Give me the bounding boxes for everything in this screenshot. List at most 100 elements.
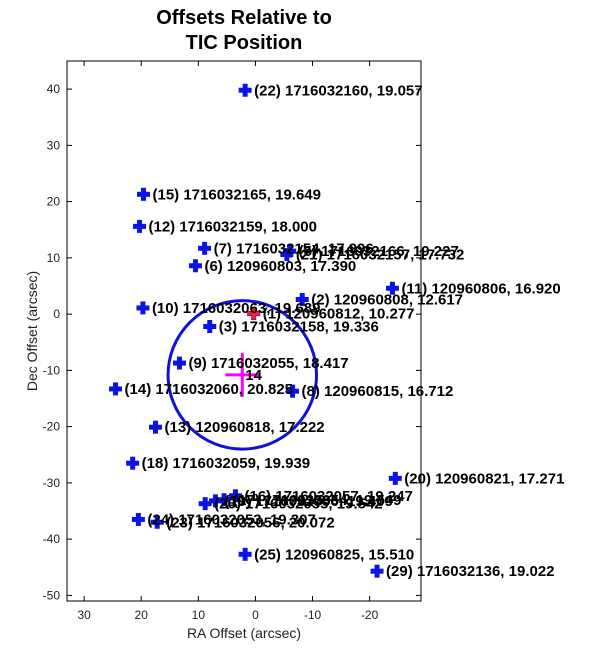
data-point-v (221, 493, 227, 507)
data-point-v (137, 219, 143, 233)
data-point-label: (20) 120960821, 17.271 (404, 470, 564, 487)
data-point-label: (8) 120960815, 16.712 (302, 383, 454, 400)
uncertainty-circle (166, 299, 319, 451)
data-point-label: (16) 1716032057, 19.247 (244, 488, 412, 505)
data-point (295, 293, 309, 306)
data-point-label: (3) 1716032158, 19.336 (219, 319, 379, 336)
data-point-v (154, 515, 160, 529)
data-point (385, 281, 399, 295)
data-point-v (389, 281, 395, 295)
data-point-label: (22) 1716032160, 19.057 (254, 82, 422, 99)
data-point (137, 187, 151, 201)
data-point-label: (6) 120960803, 17.390 (204, 258, 356, 275)
data-point-v (392, 471, 398, 485)
data-point-label: (21) 1716032157, 17.732 (296, 247, 464, 264)
data-point (228, 489, 242, 503)
data-point (109, 382, 123, 396)
data-point-label: (13) 120960818, 17.222 (165, 419, 325, 436)
data-point (203, 320, 217, 333)
data-point (172, 356, 186, 370)
data-point-label: (9) 1716032055, 18.417 (188, 355, 348, 372)
data-point-v (176, 356, 182, 370)
data-point-label: (5) 1716032166, 19.227 (299, 243, 459, 260)
data-point-v (192, 259, 198, 273)
data-point (208, 494, 222, 508)
x-tick-label: 20 (135, 608, 149, 622)
x-tick-label: -10 (304, 608, 322, 622)
data-point-v (242, 83, 248, 97)
x-tick-label: -20 (361, 608, 379, 622)
plot-area: 30 20 10 0 -10 -20 40 30 20 10 0 -10 -20 -30 -40 -50 (2… (43, 60, 565, 622)
y-tick-label: 40 (47, 82, 61, 96)
data-point-v (130, 456, 136, 470)
data-point-label: (18) 1716032059, 19.939 (142, 455, 310, 472)
centroid-marker (225, 352, 260, 397)
point-labels: (22) 1716032160, 19.057 (15) 1716032165, … (125, 82, 565, 580)
x-axis-label: RA Offset (arcsec) (187, 625, 301, 641)
data-point (149, 420, 162, 434)
data-point (370, 564, 384, 578)
data-point-label: (12) 1716032159, 18.000 (149, 218, 317, 235)
data-point-v (374, 564, 380, 578)
axis-ticks: 30 20 10 0 -10 -20 40 30 20 10 0 -10 -20 -30 -40 -50 (43, 61, 421, 622)
y-tick-label: -20 (43, 420, 61, 434)
data-point (133, 219, 147, 233)
x-tick-label: 10 (192, 608, 206, 622)
data-point (280, 248, 294, 261)
x-tick-label: 30 (77, 608, 91, 622)
data-point-label: (26) 1716032055, 19.542 (214, 496, 382, 513)
data-point (198, 241, 212, 255)
data-point-label: (2) 120960808, 12.617 (311, 292, 463, 309)
data-point-v (290, 384, 296, 398)
y-tick-label: -40 (43, 532, 61, 546)
data-point-label: (29) 1716032136, 19.022 (386, 563, 554, 580)
data-point (188, 259, 202, 273)
data-point-label: (17) 1716032054, 19.549 (233, 492, 401, 509)
data-point-v (207, 320, 213, 333)
data-point-label: (10) 1716032063, 19.689 (152, 300, 320, 317)
data-point-label: (23) 1716032056, 20.072 (166, 514, 334, 531)
chart-title-line-2: TIC Position (186, 32, 303, 54)
data-point-v (242, 547, 248, 561)
y-tick-label: 30 (47, 138, 61, 152)
data-point-label: (1) 120960812, 10.277 (263, 306, 415, 323)
data-points (109, 83, 402, 578)
data-point-label: (25) 120960825, 15.510 (254, 546, 414, 563)
data-point-label: (14) 1716032060, 20.825 (125, 381, 293, 398)
data-point-v (212, 494, 218, 508)
y-tick-label: -10 (43, 363, 61, 377)
data-point-v (284, 248, 290, 261)
centroid-label: 14 (245, 367, 262, 384)
data-point-v (287, 244, 293, 258)
data-point (283, 244, 297, 258)
data-point-v (113, 382, 119, 396)
data-point-label: (11) 120960806, 16.920 (401, 280, 560, 297)
data-point-v (153, 420, 158, 434)
data-point-v (232, 489, 238, 503)
chart-title-line-1: Offsets Relative to (156, 7, 332, 29)
data-point (217, 493, 231, 507)
y-tick-label: -50 (43, 588, 61, 602)
y-tick-label: -30 (43, 476, 61, 490)
data-point (150, 515, 164, 529)
y-tick-label: 10 (47, 251, 61, 265)
data-point-v (202, 241, 208, 255)
data-point (131, 512, 145, 526)
data-point (136, 301, 150, 315)
y-axis-label: Dec Offset (arcsec) (24, 271, 40, 391)
data-point (198, 497, 212, 511)
data-point (126, 456, 140, 470)
data-point-label: (19) 1716032056, 19.409 (224, 493, 392, 510)
data-point-label: (15) 1716032165, 19.649 (153, 186, 321, 203)
data-point (238, 83, 252, 97)
data-point (286, 384, 300, 398)
data-point (388, 471, 402, 485)
centroid-overlays (166, 299, 319, 451)
data-point-v (135, 512, 141, 526)
data-point-v (140, 301, 146, 315)
data-point-label: (7) 1716032154, 17.996 (214, 240, 374, 257)
x-tick-label: 0 (252, 608, 259, 622)
data-point-v (299, 293, 305, 306)
data-point-v (202, 497, 208, 511)
